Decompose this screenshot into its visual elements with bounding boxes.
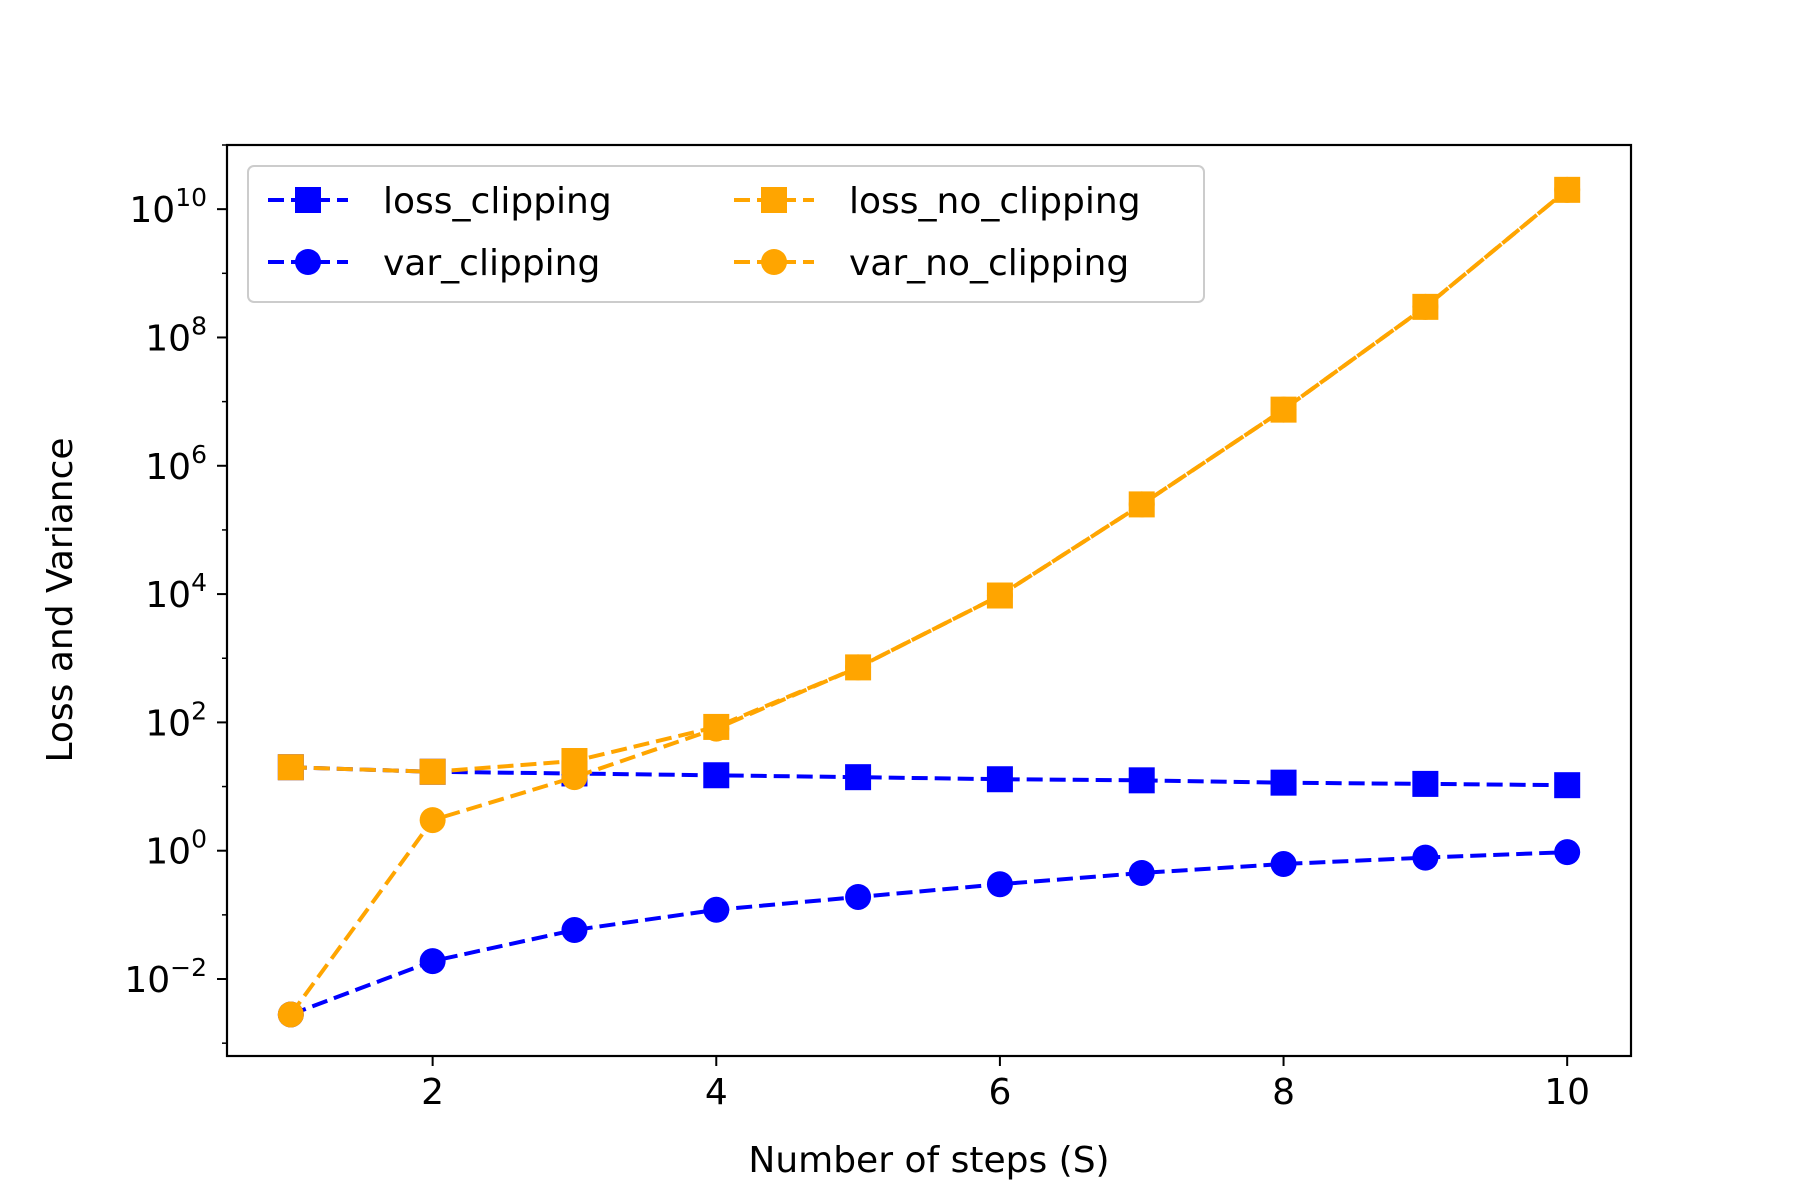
y-tick-label: 104 — [145, 568, 207, 616]
data-point — [1554, 176, 1581, 203]
y-tick-label: 108 — [145, 311, 207, 359]
data-point — [1128, 491, 1155, 518]
data-point — [277, 754, 304, 781]
data-point — [1128, 859, 1155, 886]
legend: loss_clipping var_clipping loss_no_clippin… — [247, 165, 1205, 303]
legend-entry: loss_clipping — [268, 181, 612, 222]
legend-marker — [295, 249, 321, 275]
data-point — [703, 896, 730, 923]
data-point — [1412, 293, 1439, 320]
data-point — [561, 764, 588, 791]
y-tick-label: 106 — [145, 440, 207, 488]
x-axis-label: Number of steps (S) — [748, 1140, 1109, 1181]
legend-entry: var_clipping — [268, 243, 600, 284]
legend-label: var_no_clipping — [849, 243, 1129, 284]
data-point — [703, 715, 730, 742]
legend-label: var_clipping — [383, 243, 600, 284]
series-line — [290, 765, 1568, 788]
y-tick-label: 102 — [145, 696, 207, 744]
series-line — [290, 188, 1569, 774]
data-point — [986, 582, 1013, 609]
data-point — [1270, 396, 1297, 423]
data-point — [986, 766, 1013, 793]
y-axis: 10−2 100 102 104 106 108 1010 — [124, 144, 227, 1044]
data-point — [1554, 772, 1581, 799]
data-point — [277, 1001, 304, 1028]
data-point — [845, 764, 872, 791]
y-tick-label: 1010 — [129, 183, 207, 231]
series-loss-clipping — [277, 754, 1581, 799]
data-point — [1270, 769, 1297, 796]
x-axis: 2 4 6 8 10 — [421, 1056, 1590, 1113]
legend-frame — [247, 165, 1205, 303]
data-point — [703, 762, 730, 789]
legend-entry: var_no_clipping — [734, 243, 1129, 284]
data-point — [986, 871, 1013, 898]
plot-area-frame — [225, 143, 1633, 1058]
data-point — [419, 758, 446, 785]
y-axis-label: Loss and Variance — [40, 437, 81, 762]
data-point — [1412, 770, 1439, 797]
legend-entry: loss_no_clipping — [734, 181, 1141, 222]
data-point — [561, 917, 588, 944]
data-point — [845, 654, 872, 681]
data-point — [419, 807, 446, 834]
series-line — [289, 188, 1569, 1016]
data-point — [1554, 839, 1581, 866]
data-point — [1128, 767, 1155, 794]
series-line — [290, 850, 1568, 1017]
data-point — [419, 948, 446, 975]
legend-marker — [761, 249, 787, 275]
series-var-clipping — [277, 839, 1581, 1028]
series-var-no-clipping — [277, 176, 1581, 1028]
legend-label: loss_clipping — [383, 181, 612, 222]
data-point — [1270, 851, 1297, 878]
legend-label: loss_no_clipping — [849, 181, 1141, 222]
x-tick-label: 4 — [705, 1072, 728, 1113]
y-tick-label: 10−2 — [124, 953, 207, 1001]
y-tick-label: 100 — [145, 825, 207, 873]
legend-marker — [295, 187, 321, 213]
data-point — [1412, 844, 1439, 871]
data-point — [845, 883, 872, 910]
x-tick-label: 6 — [988, 1072, 1011, 1113]
x-tick-label: 8 — [1272, 1072, 1295, 1113]
series-layer — [277, 176, 1581, 1028]
x-tick-label: 10 — [1544, 1072, 1590, 1113]
legend-marker — [761, 187, 787, 213]
x-tick-label: 2 — [421, 1072, 444, 1113]
